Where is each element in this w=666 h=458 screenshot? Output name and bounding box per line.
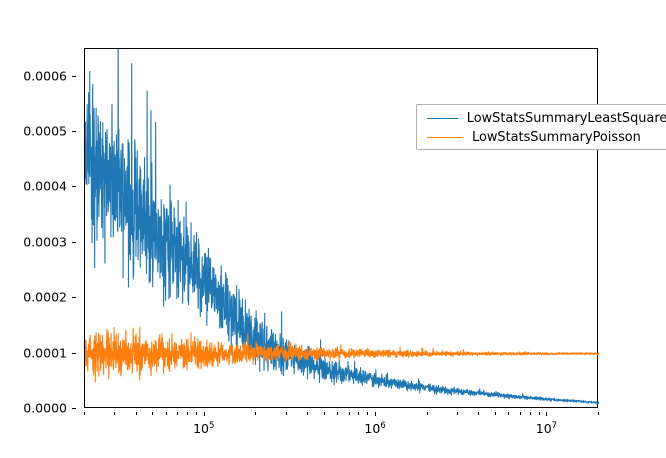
y-tick-label: 0.0005 (23, 123, 67, 139)
y-tick-mark (72, 241, 76, 243)
x-tick-label: 106 (364, 421, 386, 437)
x-minor-tick-mark (348, 412, 350, 415)
y-tick-mark (72, 75, 76, 77)
x-major-tick-mark (203, 412, 205, 416)
x-minor-tick-mark (538, 412, 540, 415)
x-minor-tick-mark (195, 412, 197, 415)
x-minor-tick-mark (187, 412, 189, 415)
x-minor-tick-mark (135, 412, 137, 415)
x-tick-label: 107 (535, 421, 558, 437)
x-minor-tick-mark (529, 412, 531, 415)
legend-entry-leastsquares: LowStatsSummaryLeastSquares (423, 109, 666, 128)
series-lowstatssummaryleastsquares (85, 49, 599, 405)
x-axis-tick-labels: 105 106 107 (84, 412, 599, 440)
legend-label: LowStatsSummaryLeastSquares (466, 111, 666, 126)
x-minor-tick-mark (255, 412, 257, 415)
x-major-tick-mark (546, 412, 548, 416)
y-tick-label: 0.0003 (23, 234, 67, 250)
x-minor-tick-mark (519, 412, 521, 415)
y-tick-mark (72, 186, 76, 188)
y-tick-label: 0.0001 (23, 345, 67, 361)
x-minor-tick-mark (152, 412, 154, 415)
y-axis-tick-labels: 0.0000 0.0001 0.0002 0.0003 0.0004 0.0005 0.00… (0, 48, 76, 416)
x-minor-tick-mark (114, 412, 116, 415)
y-tick-label: 0.0000 (23, 400, 67, 416)
series-lowstatssummarypoisson (85, 326, 599, 383)
x-minor-tick-mark (177, 412, 179, 415)
x-minor-tick-mark (285, 412, 287, 415)
y-tick-mark (72, 297, 76, 299)
legend-label: LowStatsSummaryPoisson (472, 130, 641, 145)
x-minor-tick-mark (165, 412, 167, 415)
chart-legend: LowStatsSummaryLeastSquares LowStatsSumm… (416, 104, 666, 150)
plot-area (85, 49, 599, 405)
x-minor-tick-mark (494, 412, 496, 415)
x-minor-tick-mark (508, 412, 510, 415)
x-minor-tick-mark (84, 412, 85, 415)
x-minor-tick-mark (367, 412, 369, 415)
y-tick-label: 0.0002 (23, 289, 67, 305)
y-tick-mark (72, 408, 76, 409)
plot-axes: LowStatsSummaryLeastSquares LowStatsSumm… (84, 48, 666, 408)
y-tick-label: 0.0004 (23, 178, 67, 194)
legend-color-swatch-blue (427, 118, 458, 119)
x-minor-tick-mark (358, 412, 360, 415)
x-minor-tick-mark (456, 412, 458, 415)
x-tick-label: 105 (193, 421, 215, 437)
x-minor-tick-mark (337, 412, 339, 415)
y-tick-label: 0.0006 (23, 68, 67, 84)
y-tick-mark (72, 131, 76, 133)
x-minor-tick-mark (306, 412, 308, 415)
x-minor-tick-mark (478, 412, 480, 415)
x-major-tick-mark (375, 412, 377, 416)
x-minor-tick-mark (426, 412, 428, 415)
x-minor-tick-mark (598, 412, 599, 415)
x-minor-tick-mark (323, 412, 325, 415)
y-tick-mark (72, 352, 76, 354)
legend-color-swatch-orange (427, 137, 463, 138)
legend-entry-poisson: LowStatsSummaryPoisson (423, 128, 666, 147)
